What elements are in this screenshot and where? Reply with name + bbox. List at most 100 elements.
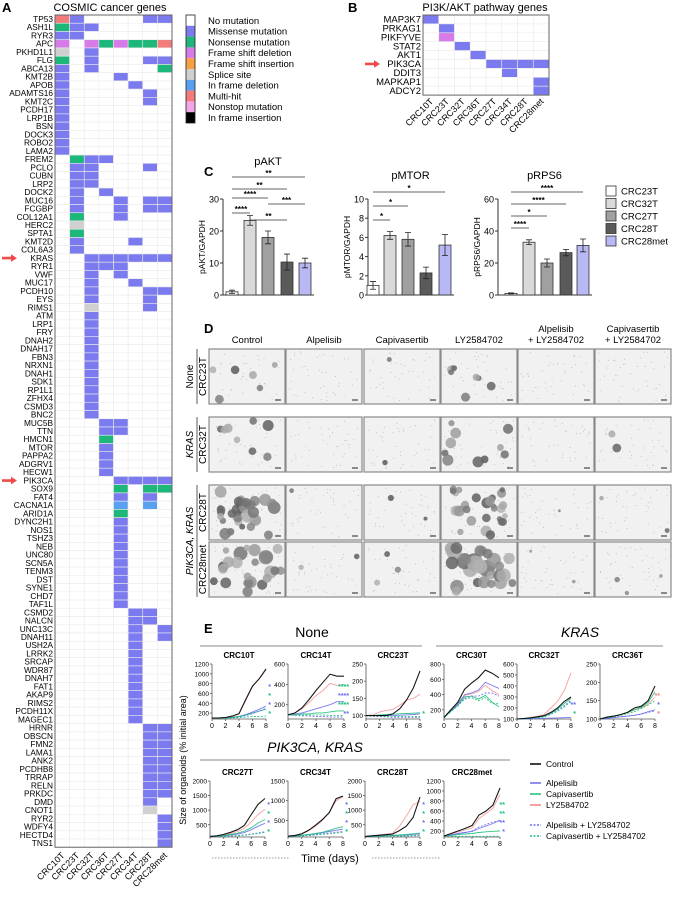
debris [300, 353, 302, 355]
organoid [220, 425, 229, 434]
debris [444, 506, 446, 508]
heatmap-cell [157, 163, 173, 172]
heatmap-cell [142, 187, 158, 197]
debris [575, 364, 577, 366]
debris [403, 430, 405, 432]
heatmap-cell [157, 756, 173, 766]
organoid [612, 443, 622, 453]
heatmap-cell [83, 781, 100, 790]
organoid [503, 552, 515, 565]
heatmap-cell [157, 797, 173, 807]
debris [625, 517, 627, 519]
heatmap-pi3k: PI3K/AKT pathway genesMAP3K7PRKAG1PIKFYV… [365, 2, 550, 135]
debris [656, 585, 658, 587]
gene-label: ADGRV1 [19, 459, 53, 469]
organoid [233, 496, 244, 507]
debris [659, 384, 661, 386]
debris [280, 419, 282, 421]
series-line-alpelisib-ly2584702 [599, 710, 656, 720]
gene-label: CACNA1A [14, 500, 54, 510]
heatmap-cell [127, 327, 144, 337]
heatmap-cell [127, 673, 144, 683]
y-axis-label: pRPS6/GAPDH [472, 217, 482, 277]
debris [531, 547, 533, 549]
debris [646, 385, 648, 387]
heatmap-cell [69, 179, 85, 189]
gene-label: RELN [31, 780, 53, 790]
error-bar [508, 292, 514, 295]
debris [294, 354, 296, 356]
x-tick-label: 2 [300, 723, 304, 730]
debris [308, 427, 310, 429]
gene-label: MAPKAP1 [376, 77, 421, 88]
heatmap-cell [98, 360, 114, 370]
heatmap-cell [127, 369, 144, 378]
heatmap-cell [532, 85, 550, 96]
heatmap-cell [113, 336, 129, 345]
organoid-image [363, 348, 441, 405]
heatmap-cell [54, 467, 70, 477]
heatmap-cell [142, 715, 158, 724]
heatmap-cell [113, 459, 129, 469]
heatmap-cell [83, 360, 100, 370]
debris [653, 420, 655, 422]
heatmap-cell [98, 303, 114, 312]
heatmap-cell [54, 31, 70, 41]
debris [336, 576, 338, 578]
debris [380, 435, 382, 437]
debris [590, 501, 592, 503]
heatmap-cell [98, 220, 114, 230]
organoid [231, 556, 243, 569]
heatmap-cell [142, 80, 158, 90]
heatmap-cell [83, 261, 100, 271]
x-axis-label: Time (days) [301, 853, 359, 865]
heatmap-cell [69, 113, 85, 123]
heatmap-cell [69, 187, 85, 197]
debris [382, 436, 384, 438]
heatmap-cell [127, 385, 144, 395]
series-line-capivasertib-ly2584702 [365, 835, 421, 837]
heatmap-cell [157, 303, 173, 312]
debris [523, 521, 525, 523]
gene-label: HERC2 [25, 220, 54, 230]
debris [404, 512, 406, 514]
heatmap-cell [54, 352, 70, 362]
series-line-alpelisib-ly2584702 [212, 707, 267, 719]
debris [609, 522, 611, 524]
debris [540, 508, 542, 510]
debris [377, 517, 379, 519]
heatmap-cell [127, 838, 144, 848]
debris [443, 447, 445, 449]
y-tick-label: 8 [359, 214, 364, 224]
heatmap-cell [142, 228, 158, 238]
gene-label: DNAH1 [25, 368, 54, 378]
debris [600, 450, 602, 452]
debris [654, 388, 656, 390]
legend-swatch [605, 210, 617, 222]
debris [479, 525, 481, 527]
heatmap-cell [98, 121, 114, 131]
heatmap-cell [98, 195, 114, 205]
heatmap-cell [157, 261, 173, 271]
debris [323, 385, 325, 387]
debris [355, 456, 357, 458]
heatmap-cell [127, 171, 144, 181]
debris [401, 575, 403, 577]
debris [526, 550, 528, 552]
debris [296, 395, 298, 397]
y-tick-label: 200 [430, 829, 441, 836]
heatmap-cell [113, 492, 129, 502]
debris [606, 577, 608, 579]
debris [219, 460, 221, 462]
heatmap-cell [98, 764, 114, 774]
heatmap-cell [454, 68, 471, 78]
debris [329, 436, 331, 438]
debris [648, 502, 650, 504]
organoid [608, 430, 616, 438]
y-tick-label: 100 [586, 717, 597, 724]
heatmap-cell [142, 64, 158, 73]
gene-label: PCDH11X [15, 706, 53, 716]
organoid [263, 452, 272, 461]
heatmap-cell [113, 822, 129, 832]
